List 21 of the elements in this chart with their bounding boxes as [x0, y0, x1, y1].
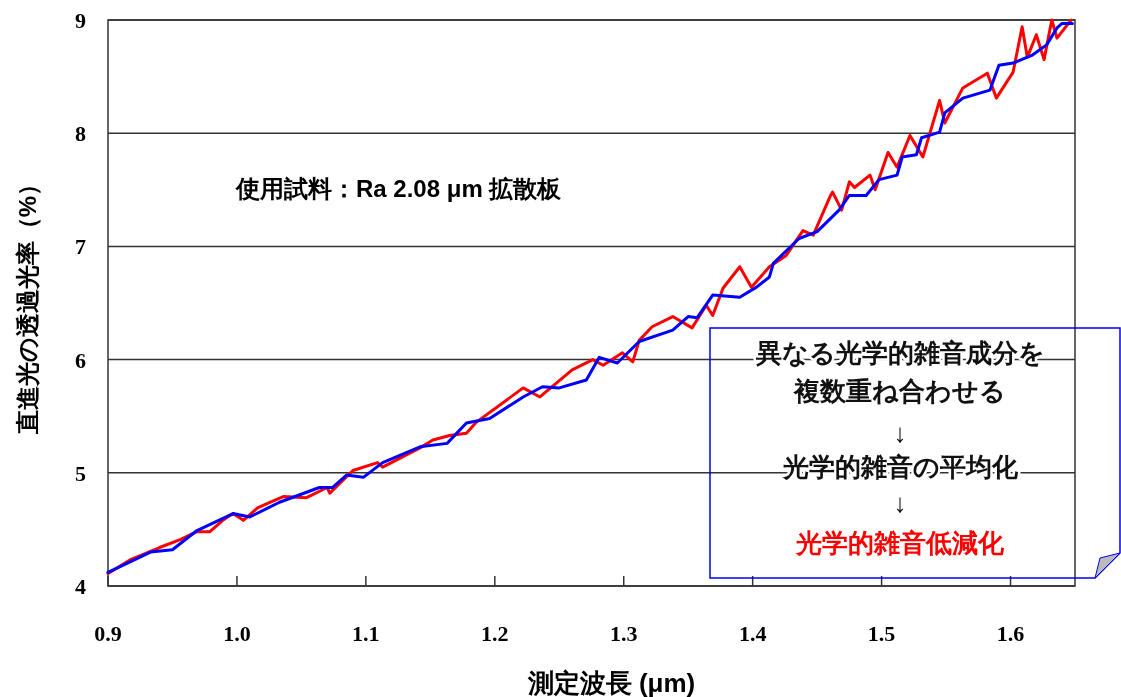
x-tick-label: 1.6 — [996, 621, 1025, 646]
y-tick-label: 6 — [75, 347, 86, 373]
x-tick-label: 1.4 — [738, 621, 767, 646]
x-tick-label: 1.0 — [223, 621, 251, 646]
annotation: 光学的雑音低減化 — [795, 528, 1005, 558]
y-axis-title: 直進光の透過光率（%） — [14, 171, 41, 436]
y-tick-label: 9 — [75, 8, 86, 33]
x-tick-label: 1.3 — [609, 621, 638, 646]
annotation: ↓ — [893, 418, 907, 448]
x-tick-label: 0.9 — [94, 621, 122, 646]
annotation: ↓ — [893, 488, 907, 518]
annotation: 使用試料：Ra 2.08 μm 拡散板 — [235, 175, 563, 202]
y-tick-label: 5 — [75, 460, 86, 486]
x-tick-label: 1.5 — [867, 621, 896, 646]
y-tick-label: 7 — [75, 234, 86, 260]
y-tick-label: 4 — [75, 574, 86, 599]
annotation: 複数重ね合わせる — [793, 376, 1006, 406]
x-tick-label: 1.2 — [481, 621, 509, 646]
x-axis-title: 測定波長 (μm) — [526, 668, 696, 697]
x-tick-label: 1.1 — [352, 621, 380, 646]
y-tick-label: 8 — [75, 121, 86, 147]
